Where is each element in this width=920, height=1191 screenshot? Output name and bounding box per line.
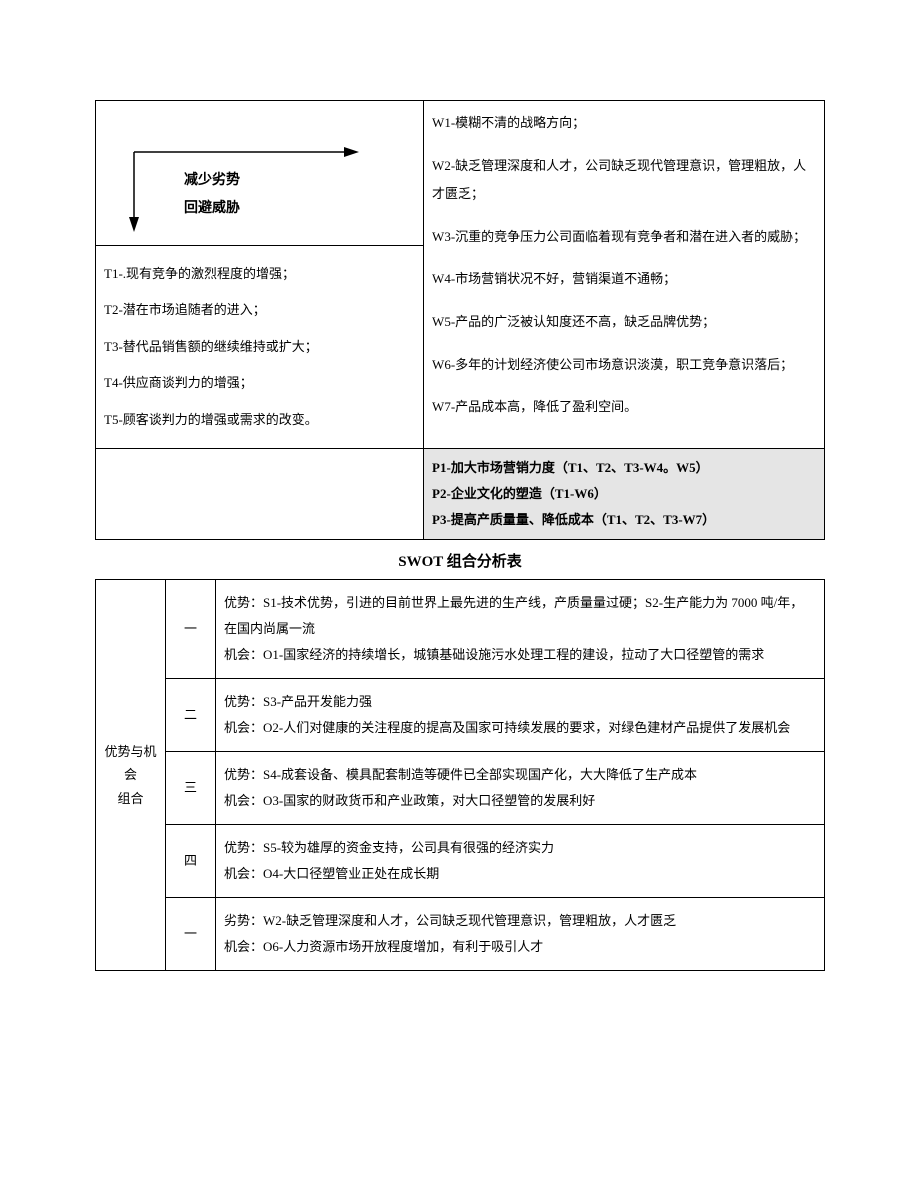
- combo-content: 优势：S5-较为雄厚的资金支持，公司具有很强的经济实力机会：O4-大口径塑管业正…: [216, 824, 825, 897]
- weakness-item: W1-模糊不清的战略方向；: [432, 109, 816, 138]
- arrow-labels: 减少劣势 回避威胁: [184, 167, 240, 223]
- weakness-item: W2-缺乏管理深度和人才，公司缺乏现代管理意识，管理粗放，人才匮乏；: [432, 152, 816, 209]
- threat-item: T1-.现有竞争的激烈程度的增强；: [104, 256, 415, 292]
- row-num: 一: [166, 897, 216, 970]
- combo-content: 优势：S1-技术优势，引进的目前世界上最先进的生产线，产质量量过硬；S2-生产能…: [216, 579, 825, 678]
- group-label-text: 优势与机会组合: [104, 744, 156, 806]
- weakness-item: W3-沉重的竞争压力公司面临着现有竞争者和潜在进入者的威胁；: [432, 223, 816, 252]
- empty-cell: [96, 448, 424, 539]
- group-label-so: 优势与机会组合: [96, 579, 166, 970]
- arrow-container: 减少劣势 回避威胁: [104, 107, 415, 239]
- weakness-item: W6-多年的计划经济使公司市场意识淡漠，职工竞争意识落后；: [432, 351, 816, 380]
- combo-content: 优势：S4-成套设备、模具配套制造等硬件已全部实现国产化，大大降低了生产成本机会…: [216, 751, 825, 824]
- weakness-item: W7-产品成本高，降低了盈利空间。: [432, 393, 816, 422]
- weaknesses-cell: W1-模糊不清的战略方向； W2-缺乏管理深度和人才，公司缺乏现代管理意识，管理…: [424, 101, 825, 449]
- strategy-item: P2-企业文化的塑造（T1-W6）: [432, 481, 816, 507]
- threat-item: T3-替代品销售额的继续维持或扩大；: [104, 329, 415, 365]
- row-num: 一: [166, 579, 216, 678]
- arrow-label-2: 回避威胁: [184, 195, 240, 223]
- weakness-item: W4-市场营销状况不好，营销渠道不通畅；: [432, 265, 816, 294]
- arrow-cell: 减少劣势 回避威胁: [96, 101, 424, 246]
- weakness-item: W5-产品的广泛被认知度还不高，缺乏品牌优势；: [432, 308, 816, 337]
- threat-item: T5-顾客谈判力的增强或需求的改变。: [104, 402, 415, 438]
- swot-wt-table: 减少劣势 回避威胁 W1-模糊不清的战略方向； W2-缺乏管理深度和人才，公司缺…: [95, 100, 825, 540]
- threats-list: T1-.现有竞争的激烈程度的增强； T2-潜在市场追随者的进入； T3-替代品销…: [104, 252, 415, 442]
- threats-cell: T1-.现有竞争的激烈程度的增强； T2-潜在市场追随者的进入； T3-替代品销…: [96, 246, 424, 449]
- threat-item: T4-供应商谈判力的增强；: [104, 365, 415, 401]
- arrow-label-1: 减少劣势: [184, 167, 240, 195]
- strategies-cell: P1-加大市场营销力度（T1、T2、T3-W4。W5） P2-企业文化的塑造（T…: [424, 448, 825, 539]
- row-num: 四: [166, 824, 216, 897]
- threat-item: T2-潜在市场追随者的进入；: [104, 292, 415, 328]
- section-title: SWOT 组合分析表: [95, 552, 825, 573]
- combo-content: 优势：S3-产品开发能力强机会：O2-人们对健康的关注程度的提高及国家可持续发展…: [216, 678, 825, 751]
- weaknesses-list: W1-模糊不清的战略方向； W2-缺乏管理深度和人才，公司缺乏现代管理意识，管理…: [432, 107, 816, 424]
- wt-arrow-icon: [114, 117, 374, 237]
- strategy-item: P3-提高产质量量、降低成本（T1、T2、T3-W7）: [432, 507, 816, 533]
- swot-combo-table: 优势与机会组合 一 优势：S1-技术优势，引进的目前世界上最先进的生产线，产质量…: [95, 579, 825, 971]
- row-num: 二: [166, 678, 216, 751]
- row-num: 三: [166, 751, 216, 824]
- combo-content: 劣势：W2-缺乏管理深度和人才，公司缺乏现代管理意识，管理粗放，人才匮乏机会：O…: [216, 897, 825, 970]
- strategy-item: P1-加大市场营销力度（T1、T2、T3-W4。W5）: [432, 455, 816, 481]
